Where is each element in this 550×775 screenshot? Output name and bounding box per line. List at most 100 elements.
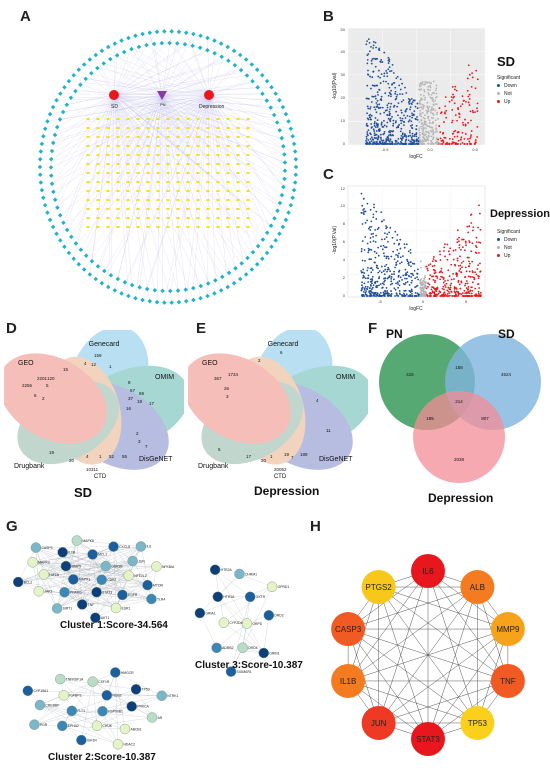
panel-b-title: SD	[497, 54, 516, 69]
cluster-edge	[18, 581, 152, 600]
compound-node	[176, 208, 180, 210]
network-edge	[127, 94, 210, 174]
compound-node	[106, 226, 110, 228]
cluster-2-title: Cluster 2:Score-10.387	[48, 752, 156, 763]
data-point	[375, 133, 378, 136]
d-num-24: 1	[99, 454, 102, 459]
data-point	[435, 137, 438, 139]
target-node	[57, 117, 63, 122]
target-node	[87, 272, 93, 277]
legend-up-label: Up	[504, 253, 511, 259]
data-point	[401, 279, 403, 281]
data-point	[389, 108, 391, 111]
data-point	[434, 99, 437, 102]
cluster-edge	[92, 681, 153, 718]
compound-node	[236, 217, 240, 219]
data-point	[383, 124, 386, 127]
data-point	[426, 295, 429, 297]
gene-label: TLR4	[157, 597, 165, 601]
cluster-edge	[223, 586, 273, 623]
network-edge	[47, 94, 210, 213]
compound-node	[226, 118, 230, 120]
data-point	[366, 124, 369, 127]
compound-node	[206, 136, 210, 138]
compound-node	[176, 190, 180, 192]
target-node	[293, 172, 299, 178]
data-point	[401, 133, 404, 136]
legend-not-label: Not	[504, 91, 512, 97]
data-point	[366, 62, 369, 65]
data-point	[399, 247, 402, 250]
data-point	[419, 295, 421, 297]
gene-node	[142, 579, 153, 591]
compound-node	[176, 136, 180, 138]
target-node	[273, 238, 278, 243]
network-edge	[113, 94, 159, 183]
data-point	[444, 111, 446, 114]
network-edge	[107, 94, 163, 174]
target-node	[48, 165, 54, 170]
data-point	[366, 112, 369, 115]
compound-node	[216, 172, 220, 174]
data-point	[377, 93, 379, 96]
data-point	[403, 243, 406, 246]
data-point	[392, 119, 395, 122]
network-edge	[113, 35, 201, 96]
compound-node	[96, 226, 100, 228]
data-point	[474, 143, 476, 145]
compound-node	[96, 172, 100, 174]
data-point	[435, 287, 438, 290]
data-point	[371, 286, 374, 289]
d-num-20: 7	[145, 444, 148, 449]
data-point	[370, 123, 373, 125]
panel-b-volcano: 0 10 20 30 40 50 -0.5 0.0 0.5 logFC -log…	[332, 27, 486, 160]
data-point	[477, 264, 480, 266]
data-point	[427, 85, 430, 88]
gene-node	[91, 720, 103, 732]
c-xtick-2: 5	[465, 299, 468, 304]
target-node	[260, 256, 265, 262]
gene-node	[66, 705, 78, 717]
data-point	[449, 288, 452, 291]
data-point	[447, 250, 450, 253]
data-point	[373, 121, 376, 123]
network-edge	[113, 75, 247, 96]
target-node	[133, 33, 138, 39]
network-edge	[113, 46, 140, 96]
network-edge	[137, 94, 163, 147]
network-edge	[117, 94, 163, 183]
network-edge	[113, 94, 150, 302]
data-point	[426, 125, 429, 128]
network-edge	[113, 94, 172, 303]
data-point	[370, 87, 372, 90]
data-point	[428, 278, 431, 280]
data-point	[395, 126, 398, 129]
gene-label: HTR2A	[221, 568, 233, 572]
network-edge	[164, 31, 210, 96]
network-edge	[208, 94, 284, 147]
data-point	[431, 265, 434, 268]
data-point	[385, 225, 387, 227]
data-point	[466, 77, 469, 80]
venn-circle-depression	[413, 391, 505, 483]
data-point	[395, 110, 398, 113]
compound-node	[136, 208, 140, 210]
data-point	[379, 76, 381, 79]
compound-node	[126, 118, 130, 120]
data-point	[474, 87, 477, 90]
gene-node	[87, 676, 98, 687]
gene-node	[146, 593, 157, 605]
gene-node	[110, 602, 122, 614]
compound-node	[206, 181, 210, 183]
data-point	[409, 106, 412, 109]
gene-label: IGF1R	[87, 738, 98, 742]
data-point	[411, 112, 413, 115]
target-node	[126, 35, 131, 41]
target-node	[282, 152, 287, 157]
data-point	[459, 255, 461, 258]
data-point	[425, 265, 428, 268]
data-point	[386, 104, 389, 107]
compound-node	[196, 208, 200, 210]
network-edge	[157, 94, 163, 165]
cluster-edge	[82, 598, 152, 605]
